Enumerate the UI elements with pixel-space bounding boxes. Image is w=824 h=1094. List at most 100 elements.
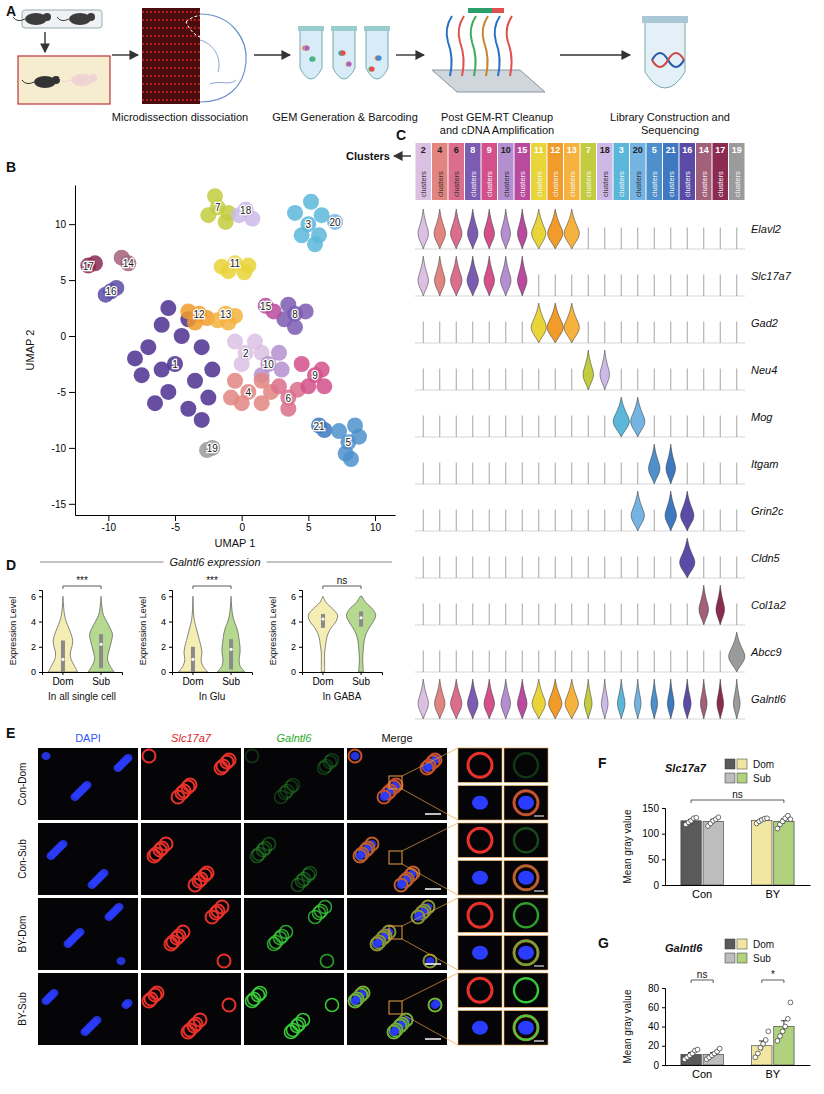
green-signal bbox=[292, 879, 305, 892]
red-signal bbox=[349, 995, 362, 1008]
data-point bbox=[783, 1024, 788, 1029]
scale-bar bbox=[534, 965, 544, 966]
brain-texture bbox=[142, 91, 200, 93]
brain-texture bbox=[142, 35, 200, 37]
violin bbox=[621, 369, 622, 390]
row-baseline bbox=[415, 531, 745, 532]
row-baseline bbox=[415, 484, 745, 485]
tick-label: 0 bbox=[653, 1060, 659, 1071]
tube-cap bbox=[331, 26, 357, 31]
axis-line bbox=[75, 186, 76, 516]
axis-title: UMAP 1 bbox=[215, 537, 256, 549]
zoom-frame bbox=[458, 973, 502, 1008]
axis-line bbox=[666, 1065, 811, 1066]
violin bbox=[736, 416, 737, 437]
arena bbox=[18, 56, 110, 104]
tick-mark bbox=[169, 596, 172, 597]
cell-point bbox=[343, 451, 359, 467]
violin bbox=[564, 303, 579, 343]
data-point bbox=[765, 816, 770, 821]
axis-line bbox=[662, 809, 666, 886]
violin bbox=[505, 604, 506, 625]
cell-point bbox=[134, 367, 150, 383]
panel-letter: B bbox=[6, 159, 16, 175]
green-signal bbox=[514, 941, 538, 965]
axis-line bbox=[662, 989, 666, 1066]
red-signal bbox=[206, 911, 219, 924]
legend-label: Dom bbox=[753, 939, 774, 950]
violin bbox=[703, 228, 704, 249]
violin bbox=[687, 228, 688, 249]
micrograph bbox=[244, 748, 344, 820]
tick-label: BY bbox=[766, 1068, 781, 1080]
row-baseline bbox=[415, 437, 745, 438]
nucleus bbox=[472, 946, 488, 960]
column-header: Slc17a7 bbox=[171, 732, 212, 744]
violin bbox=[571, 275, 572, 296]
legend-swatch bbox=[725, 773, 735, 783]
cell-point bbox=[194, 412, 210, 428]
violin bbox=[547, 303, 563, 343]
micrograph-bg bbox=[244, 973, 344, 1045]
violin bbox=[418, 209, 428, 249]
violin bbox=[687, 369, 688, 390]
gene-label: Elavl2 bbox=[751, 223, 781, 235]
significance: ns bbox=[337, 575, 348, 586]
arrow bbox=[396, 54, 424, 55]
tick-label: Con bbox=[692, 1068, 712, 1080]
scale-bar bbox=[425, 813, 441, 815]
cluster-label: 5 bbox=[346, 437, 352, 448]
violin bbox=[588, 557, 589, 578]
micrograph bbox=[38, 898, 138, 970]
micrograph-bg bbox=[38, 748, 138, 820]
micrograph bbox=[244, 973, 344, 1045]
cluster-number: 15 bbox=[517, 145, 527, 155]
green-signal bbox=[424, 955, 437, 968]
tick-label: 10 bbox=[55, 219, 67, 230]
significance: ns bbox=[697, 969, 708, 980]
quartile-box bbox=[191, 647, 195, 672]
cell-point bbox=[120, 255, 136, 271]
cluster-number: 10 bbox=[501, 145, 511, 155]
cdna-strand bbox=[507, 16, 512, 76]
tick-label: Dom bbox=[52, 676, 73, 687]
violin bbox=[472, 416, 473, 437]
violin bbox=[484, 679, 494, 719]
cluster-word: clusters bbox=[667, 171, 676, 197]
violin bbox=[687, 463, 688, 484]
panel-letter: A bbox=[6, 3, 16, 19]
violin bbox=[601, 679, 608, 719]
step-label-line: Library Construction and bbox=[610, 111, 730, 123]
gene-label: Mog bbox=[751, 411, 773, 423]
violin bbox=[720, 275, 721, 296]
micrograph-bg bbox=[38, 823, 138, 895]
arrow bbox=[112, 54, 138, 55]
axis: ConBY bbox=[666, 885, 811, 900]
nucleus bbox=[81, 1028, 90, 1036]
tick-label: 20 bbox=[648, 1040, 660, 1051]
median bbox=[61, 658, 64, 661]
tick: 20 bbox=[648, 1040, 665, 1051]
cell-point bbox=[303, 194, 319, 210]
cluster-header bbox=[663, 143, 679, 200]
legend-label: Sub bbox=[753, 773, 771, 784]
violin bbox=[703, 557, 704, 578]
step-label: Post GEM-RT Cleanupand cDNA Amplificatio… bbox=[440, 111, 554, 136]
zoom-tile bbox=[504, 936, 548, 971]
violin bbox=[588, 275, 589, 296]
row-label: Con-Sub bbox=[17, 839, 28, 879]
violin bbox=[703, 322, 704, 343]
nucleus bbox=[64, 940, 73, 948]
mouse-icon bbox=[87, 13, 95, 21]
data-point bbox=[785, 1016, 790, 1021]
bead bbox=[368, 66, 373, 71]
zoom-leader bbox=[402, 1014, 458, 1045]
cluster-word: clusters bbox=[485, 171, 494, 197]
violin bbox=[637, 322, 638, 343]
tick-label: 40 bbox=[648, 1021, 660, 1032]
bar bbox=[752, 820, 772, 885]
micrograph bbox=[38, 973, 138, 1045]
tick-label: 6 bbox=[161, 592, 166, 602]
green-signal bbox=[268, 938, 281, 951]
row-baseline bbox=[415, 296, 745, 297]
